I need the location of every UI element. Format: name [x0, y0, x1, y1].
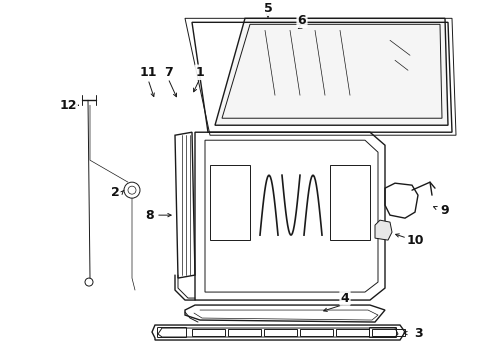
- Text: 2: 2: [111, 186, 120, 199]
- Text: 11: 11: [139, 66, 157, 79]
- Text: 7: 7: [164, 66, 172, 79]
- Text: 5: 5: [264, 2, 272, 15]
- Polygon shape: [215, 18, 448, 125]
- Text: 9: 9: [441, 204, 449, 217]
- Text: 6: 6: [298, 14, 306, 27]
- Text: 8: 8: [146, 209, 154, 222]
- Text: 10: 10: [406, 234, 424, 247]
- Bar: [264, 329, 297, 336]
- Polygon shape: [375, 220, 392, 240]
- Bar: [228, 329, 261, 336]
- Text: 4: 4: [341, 292, 349, 305]
- Bar: [336, 329, 369, 336]
- Text: 1: 1: [196, 66, 204, 79]
- Bar: [192, 329, 225, 336]
- Bar: [372, 329, 405, 336]
- Bar: [300, 329, 333, 336]
- Text: 12: 12: [59, 99, 77, 112]
- Text: 3: 3: [414, 327, 422, 339]
